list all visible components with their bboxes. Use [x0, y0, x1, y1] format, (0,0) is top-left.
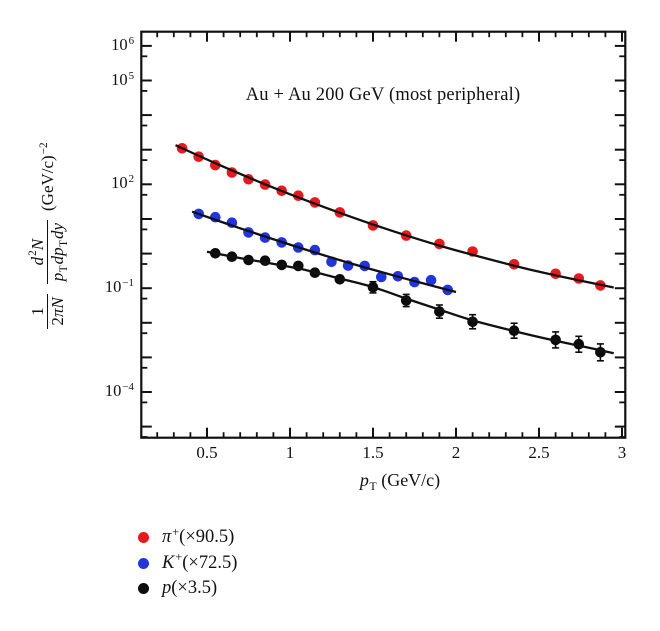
text-token: −2 — [37, 142, 50, 155]
text-token: + — [175, 550, 183, 565]
x-tick-label: 1.5 — [362, 443, 384, 462]
legend-item-proton: p(×3.5) — [138, 576, 237, 602]
text-token: (×3.5) — [171, 578, 218, 599]
kaon-legend-marker-icon — [138, 557, 149, 569]
plot-annotation: Au + Au 200 GeV (most peripheral) — [245, 85, 521, 105]
text-token: + — [172, 524, 180, 539]
y-label-fraction-1: 1 2πN — [27, 294, 68, 329]
text-token: N — [27, 238, 47, 251]
text-token: p — [359, 470, 369, 490]
text-token: T — [57, 240, 70, 247]
text-token: N — [47, 297, 67, 309]
proton-fit-line — [206, 250, 614, 355]
plot-legend: π+(×90.5) K+(×72.5) p(×3.5) — [138, 525, 237, 602]
pi-legend-marker-icon — [138, 532, 149, 544]
kaon-marker — [425, 274, 437, 286]
legend-label: K+(×72.5) — [162, 550, 238, 574]
text-token: T — [57, 265, 70, 273]
x-axis-label: pT (GeV/c) — [260, 470, 540, 493]
y-tick-label: 106 — [111, 35, 134, 54]
text-token: (×90.5) — [179, 527, 235, 548]
text-token: dy — [47, 223, 67, 240]
kaon-marker — [376, 271, 387, 283]
x-tick-label: 2 — [451, 443, 461, 462]
text-token: π — [47, 308, 67, 318]
pi-fit-line — [175, 144, 614, 289]
x-tick-label: 1 — [285, 443, 295, 462]
y-label-units: (GeV/c)−2 — [38, 142, 58, 211]
legend-item-pi: π+(×90.5) — [138, 525, 237, 551]
text-token: p — [162, 578, 172, 599]
text-token: p — [47, 272, 67, 282]
text-token: (GeV/c) — [377, 470, 441, 490]
x-tick-label: 2.5 — [528, 443, 550, 462]
y-label-fraction-2: d2N pTdpTdy — [27, 220, 70, 285]
text-token: 2 — [27, 250, 40, 256]
plot-frame — [140, 30, 627, 439]
x-tick-label: 3 — [617, 443, 627, 462]
kaon-fit-line — [191, 210, 457, 294]
text-token: d — [27, 256, 47, 266]
text-token: T — [369, 478, 377, 493]
text-token: K — [162, 552, 175, 573]
text-token: dp — [47, 247, 67, 265]
text-token: (GeV/c) — [38, 155, 57, 211]
text-token: 2 — [47, 317, 67, 326]
y-tick-label: 10−1 — [104, 277, 134, 296]
pi-data-points — [176, 143, 606, 291]
text-token: 1 — [27, 307, 47, 316]
y-tick-label: 10−4 — [104, 381, 134, 400]
y-tick-label: 105 — [111, 70, 134, 89]
legend-label: p(×3.5) — [162, 578, 217, 599]
proton-legend-marker-icon — [138, 583, 149, 595]
y-tick-label: 102 — [111, 173, 134, 192]
y-axis-label: 1 2πN d2N pTdpTdy (GeV/c)−2 — [27, 68, 70, 408]
text-token: π — [162, 527, 172, 548]
x-tick-label: 0.5 — [196, 443, 218, 462]
text-token: (×72.5) — [182, 552, 238, 573]
legend-item-kaon: K+(×72.5) — [138, 550, 238, 577]
proton-data-points — [210, 248, 606, 358]
legend-label: π+(×90.5) — [162, 524, 235, 548]
